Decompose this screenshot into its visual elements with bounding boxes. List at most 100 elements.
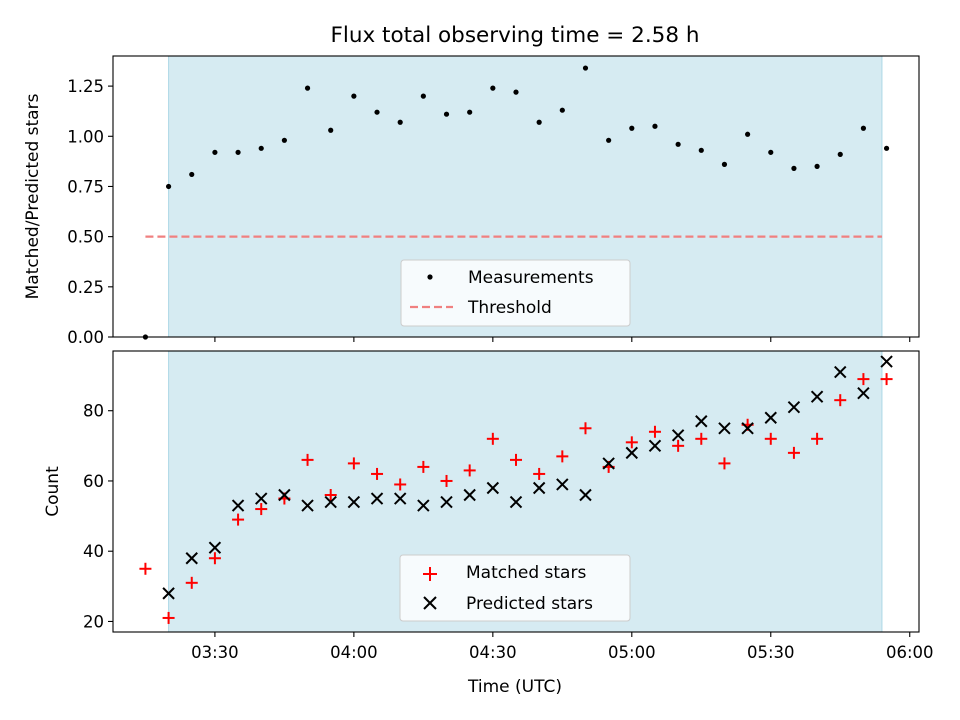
- matched-stars-point: [556, 450, 569, 463]
- predicted-stars-point: [463, 488, 476, 502]
- matched-stars-point: [232, 513, 245, 526]
- matched-stars-point: [347, 457, 360, 470]
- measurement-point: [443, 111, 450, 117]
- matched-stars-point: [579, 422, 592, 435]
- matched-stars-point: [324, 489, 337, 502]
- matched-stars-point: [440, 474, 453, 487]
- x-tick-label: 05:00: [608, 643, 656, 662]
- matched-stars-point: [672, 439, 685, 452]
- count-legend-box: [399, 554, 631, 622]
- predicted-stars-point: [162, 587, 175, 600]
- measurement-point: [675, 141, 681, 147]
- matched-stars-point: [648, 425, 661, 438]
- y-tick-label: 0.50: [67, 228, 104, 247]
- x-tick-label: 04:30: [469, 643, 517, 662]
- y-tick-label: 0.00: [67, 328, 104, 347]
- predicted-stars-point: [370, 492, 384, 505]
- predicted-stars-point: [695, 415, 708, 428]
- measurement-point: [860, 125, 867, 131]
- legend-matched-marker: [423, 567, 437, 581]
- x-tick-label: 05:30: [747, 643, 795, 662]
- measurement-point: [791, 165, 797, 171]
- count-x-axis: 03:30 04:00 04:30 05:00 05:30 06:00: [191, 632, 934, 662]
- legend-measurements-marker: [427, 274, 433, 280]
- matched-stars-point: [371, 467, 384, 480]
- predicted-stars-point: [834, 365, 847, 379]
- y-tick-label: 40: [83, 542, 104, 561]
- measurement-point: [235, 149, 241, 155]
- legend-predicted-marker: [423, 596, 437, 610]
- predicted-stars-point: [440, 495, 453, 509]
- predicted-stars-point: [741, 422, 754, 435]
- predicted-stars-point: [787, 400, 801, 414]
- matched-stars-point: [394, 478, 407, 491]
- measurement-point: [467, 109, 473, 115]
- predicted-stars-point: [579, 488, 592, 502]
- measurement-point: [582, 65, 589, 71]
- y-tick-label: 0.75: [67, 177, 104, 196]
- matched-stars-point: [811, 432, 824, 445]
- legend-predicted-label: Predicted stars: [466, 594, 593, 614]
- matched-stars-point: [486, 432, 499, 445]
- measurement-point: [745, 131, 751, 137]
- ratio-x-axis: [214, 337, 911, 342]
- predicted-stars-point: [880, 355, 893, 368]
- matched-stars-point: [463, 464, 476, 477]
- ratio-legend-box: [400, 259, 631, 327]
- ratio-y-axis-label: Matched/Predicted stars: [23, 93, 43, 299]
- measurement-point: [559, 107, 565, 113]
- measurement-point: [814, 163, 820, 169]
- y-tick-label: 80: [83, 402, 104, 421]
- y-tick-label: 20: [83, 612, 104, 631]
- legend-matched-label: Matched stars: [466, 563, 586, 583]
- measurement-point: [536, 119, 542, 125]
- x-tick-label: 04:00: [330, 643, 378, 662]
- predicted-stars-point: [810, 390, 824, 403]
- measurement-point: [304, 85, 311, 91]
- matched-stars-point: [880, 373, 893, 386]
- predicted-stars-point: [625, 446, 639, 460]
- measurement-point: [374, 109, 380, 115]
- y-tick-label: 60: [83, 472, 104, 491]
- predicted-stars-point: [208, 541, 222, 554]
- predicted-stars-point: [255, 492, 268, 505]
- measurement-point: [397, 119, 403, 125]
- count-y-axis-label: Count: [43, 466, 63, 517]
- predicted-stars-point: [648, 439, 662, 453]
- predicted-stars-point: [764, 411, 777, 424]
- measurement-point: [606, 137, 612, 143]
- measurement-point: [258, 145, 264, 151]
- predicted-stars-point: [532, 481, 546, 495]
- predicted-stars-point: [509, 495, 523, 509]
- predicted-stars-point: [556, 478, 569, 491]
- matched-stars-point: [185, 576, 198, 589]
- predicted-stars-point: [393, 492, 407, 505]
- predicted-stars-series: [162, 355, 893, 600]
- matched-stars-point: [718, 457, 731, 470]
- matched-stars-point: [255, 503, 268, 516]
- measurement-point: [883, 145, 890, 151]
- ratio-panel: 0.00 0.25 0.50 0.75 1.00 1.25 Matched/Predict…: [23, 55, 920, 347]
- predicted-stars-point: [324, 495, 337, 509]
- measurement-point: [652, 123, 658, 129]
- y-tick-label: 1.00: [67, 127, 104, 146]
- y-tick-label: 1.25: [67, 77, 104, 96]
- count-axes-frame: [112, 350, 920, 633]
- matched-stars-point: [533, 467, 546, 480]
- ratio-y-axis: 0.00 0.25 0.50 0.75 1.00 1.25: [67, 77, 113, 347]
- matched-stars-point: [857, 373, 870, 386]
- figure-title: Flux total observing time = 2.58 h: [331, 23, 700, 48]
- predicted-stars-point: [671, 429, 685, 442]
- matched-stars-point: [208, 552, 221, 565]
- measurement-point: [328, 127, 334, 133]
- predicted-stars-point: [718, 422, 731, 435]
- ratio-axes-frame: [112, 55, 920, 338]
- measurement-point: [721, 161, 728, 167]
- predicted-stars-point: [417, 499, 430, 512]
- count-y-axis: 20 40 60 80: [83, 402, 113, 631]
- x-tick-label: 06:00: [886, 643, 934, 662]
- measurement-point: [490, 85, 496, 91]
- measurement-point: [698, 147, 704, 153]
